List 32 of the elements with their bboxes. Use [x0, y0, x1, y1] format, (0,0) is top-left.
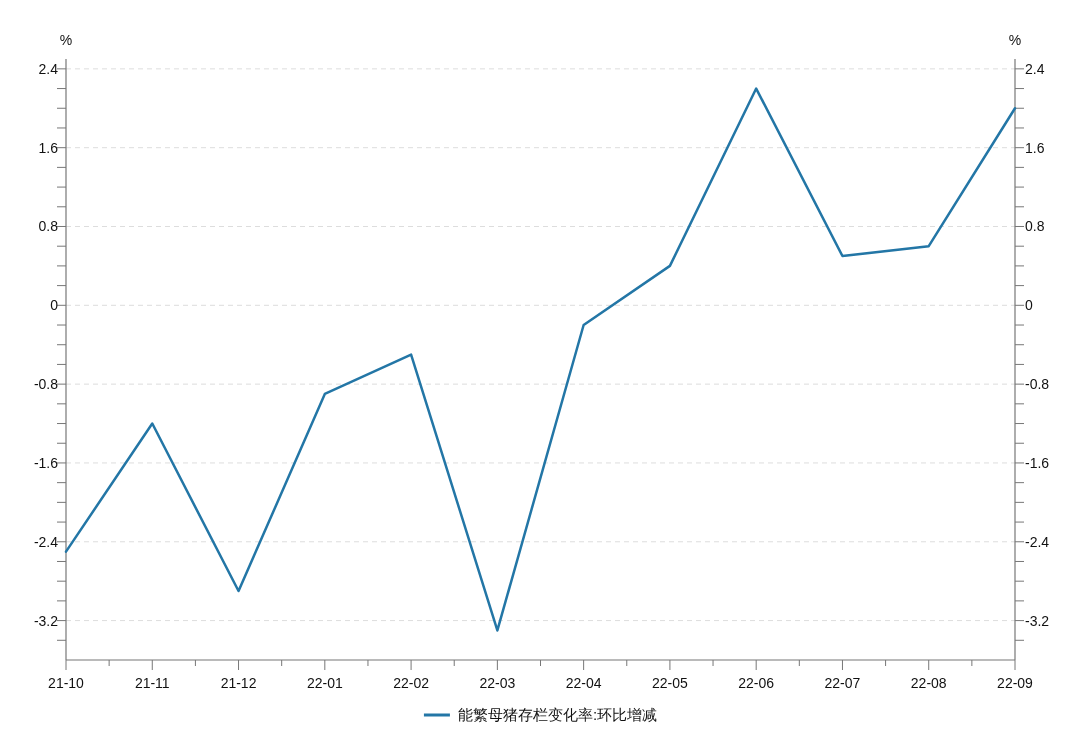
x-tick-label: 22-09	[997, 675, 1034, 691]
x-tick-label: 22-06	[738, 675, 775, 691]
y2-tick-label: -2.4	[1025, 533, 1050, 550]
y-tick-label: 0.8	[38, 218, 59, 235]
y2-tick-label: -3.2	[1025, 612, 1050, 629]
x-tick-label: 21-10	[48, 675, 85, 691]
x-tick-label: 22-04	[565, 675, 602, 691]
y-tick-label: 2.4	[38, 60, 59, 77]
legend: 能繁母猪存栏变化率:环比增减	[423, 706, 658, 723]
y2-tick-label: 2.4	[1025, 60, 1045, 77]
y-tick-label: -3.2	[33, 612, 59, 629]
y-tick-label: 0	[50, 297, 59, 314]
x-tick-label: 22-03	[479, 675, 516, 691]
x-tick-label: 22-05	[652, 675, 689, 691]
y2-axis-title: %	[1008, 32, 1022, 48]
y-tick-label: -0.8	[33, 376, 59, 393]
x-tick-label: 21-11	[134, 675, 170, 691]
y-tick-label: -2.4	[33, 533, 59, 550]
x-tick-label: 21-12	[220, 675, 257, 691]
y2-tick-label: 1.6	[1025, 139, 1045, 156]
y-axis-title: %	[59, 32, 73, 48]
x-tick-label: 22-01	[306, 675, 343, 691]
y2-tick-label: -1.6	[1025, 454, 1050, 471]
y2-tick-label: -0.8	[1025, 376, 1050, 393]
y2-tick-label: 0.8	[1025, 218, 1045, 235]
line-series	[64, 87, 1017, 632]
y2-tick-label: 0	[1025, 297, 1033, 314]
x-tick-label: 22-07	[824, 675, 861, 691]
x-tick-label: 22-02	[393, 675, 430, 691]
y-tick-label: -1.6	[33, 454, 59, 471]
x-tick-label: 22-08	[910, 675, 947, 691]
y-tick-label: 1.6	[38, 139, 59, 156]
